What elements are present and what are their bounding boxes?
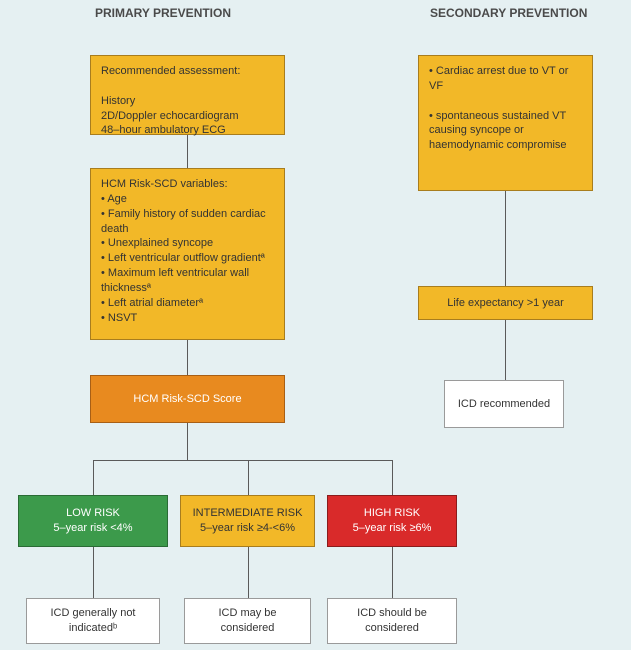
box-icd-rec: ICD recommended xyxy=(444,380,564,428)
box-high-rec: ICD should be considered xyxy=(327,598,457,644)
connector-line xyxy=(187,423,188,460)
box-assessment: Recommended assessment: History2D/Dopple… xyxy=(90,55,285,135)
box-events: Cardiac arrest due to VT or VF spontaneo… xyxy=(418,55,593,191)
box-high-risk: HIGH RISK 5–year risk ≥6% xyxy=(327,495,457,547)
box-low-rec: ICD generally not indicatedᵇ xyxy=(26,598,160,644)
assessment-lines: Recommended assessment: History2D/Dopple… xyxy=(101,64,274,138)
inter-line1: INTERMEDIATE RISK xyxy=(193,506,303,521)
low-rec-text: ICD generally not indicatedᵇ xyxy=(37,606,149,636)
high-rec-text: ICD should be considered xyxy=(338,606,446,636)
box-low-risk: LOW RISK 5–year risk <4% xyxy=(18,495,168,547)
variables-list: AgeFamily history of sudden cardiac deat… xyxy=(101,192,274,326)
box-intermediate-risk: INTERMEDIATE RISK 5–year risk ≥4-<6% xyxy=(180,495,315,547)
high-line2: 5–year risk ≥6% xyxy=(353,521,432,536)
high-line1: HIGH RISK xyxy=(353,506,432,521)
connector-line xyxy=(187,340,188,375)
connector-line xyxy=(248,547,249,598)
inter-line2: 5–year risk ≥4-<6% xyxy=(193,521,303,536)
connector-line xyxy=(505,320,506,380)
connector-line xyxy=(93,460,393,461)
connector-line xyxy=(93,547,94,598)
low-line1: LOW RISK xyxy=(53,506,132,521)
connector-line xyxy=(505,191,506,286)
connector-line xyxy=(187,135,188,168)
box-variables: HCM Risk-SCD variables: AgeFamily histor… xyxy=(90,168,285,340)
connector-line xyxy=(392,547,393,598)
connector-line xyxy=(93,460,94,495)
events-list: Cardiac arrest due to VT or VF spontaneo… xyxy=(429,64,582,153)
box-inter-rec: ICD may be considered xyxy=(184,598,311,644)
inter-rec-text: ICD may be considered xyxy=(195,606,300,636)
box-life: Life expectancy >1 year xyxy=(418,286,593,320)
low-line2: 5–year risk <4% xyxy=(53,521,132,536)
life-text: Life expectancy >1 year xyxy=(447,296,564,311)
connector-line xyxy=(248,460,249,495)
heading-primary: PRIMARY PREVENTION xyxy=(95,6,231,20)
score-text: HCM Risk-SCD Score xyxy=(133,392,241,407)
connector-line xyxy=(392,460,393,495)
icd-rec-text: ICD recommended xyxy=(458,397,550,412)
variables-title: HCM Risk-SCD variables: xyxy=(101,177,274,192)
heading-secondary: SECONDARY PREVENTION xyxy=(430,6,587,20)
box-score: HCM Risk-SCD Score xyxy=(90,375,285,423)
